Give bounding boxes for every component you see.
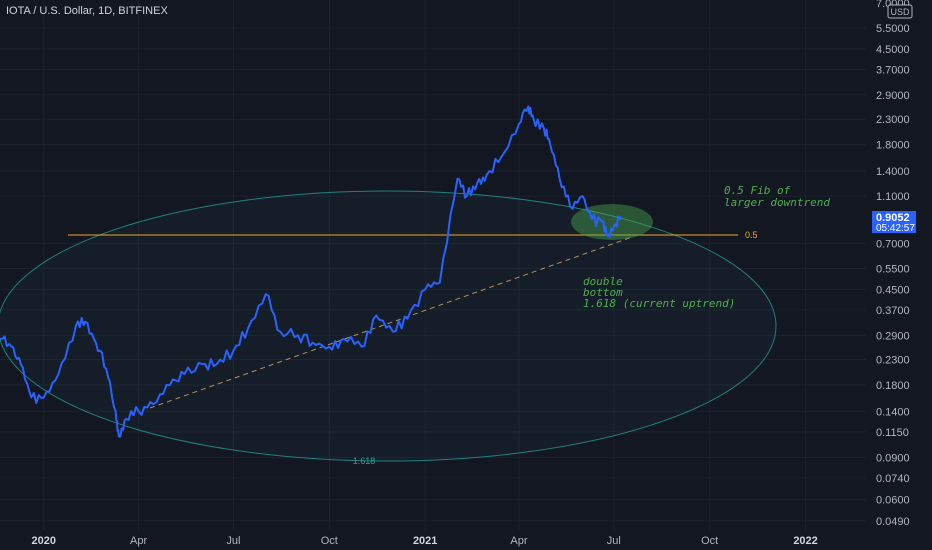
price-tick-label: 3.7000 <box>876 64 910 76</box>
price-tick-label: 0.0900 <box>876 452 910 464</box>
currency-badge-box <box>887 4 913 19</box>
currency-badge: USD <box>890 7 910 17</box>
price-tick-label: 0.2300 <box>876 354 910 366</box>
grid <box>0 0 866 530</box>
time-tick-label: Oct <box>701 535 718 547</box>
time-tick-label: Oct <box>321 535 338 547</box>
price-tick-label: 0.2900 <box>876 330 910 342</box>
uptrend-dashed-line[interactable] <box>149 236 633 409</box>
time-tick-label: 2022 <box>793 535 817 547</box>
price-tick-label: 4.5000 <box>876 44 910 56</box>
price-tick-label: 0.0600 <box>876 495 910 507</box>
time-tick-label: Apr <box>130 535 147 547</box>
time-tick-label: 2021 <box>413 535 437 547</box>
fib-note-line1: 0.5 Fib of <box>724 184 791 197</box>
last-price: 0.9052 <box>876 212 910 224</box>
price-tick-label: 5.5000 <box>876 23 910 35</box>
time-tick-label: Jul <box>226 535 240 547</box>
price-tick-label: 0.0740 <box>876 473 910 485</box>
double-bottom-line3: 1.618 (current uptrend) <box>583 297 735 310</box>
price-tick-label: 0.0490 <box>876 516 910 528</box>
time-tick-label: 2020 <box>32 535 56 547</box>
time-axis[interactable]: 2020 Apr Jul Oct 2021 Apr Jul Oct 2022 <box>32 535 818 547</box>
price-tick-label: 0.3700 <box>876 305 910 317</box>
price-countdown: 05:42:57 <box>876 223 915 234</box>
time-tick-label: Jul <box>607 535 621 547</box>
price-tick-label: 2.3000 <box>876 114 910 126</box>
price-tick-label: 0.4500 <box>876 284 910 296</box>
price-tick-label: 0.5500 <box>876 263 910 275</box>
chart-title: IOTA / U.S. Dollar, 1D, BITFINEX <box>6 5 168 17</box>
price-tick-label: 0.7000 <box>876 238 910 250</box>
price-tick-label: 1.4000 <box>876 166 910 178</box>
ellipse-label: 1.618 <box>353 456 376 466</box>
double-bottom-line2: bottom <box>583 286 623 299</box>
price-tick-label: 0.1400 <box>876 406 910 418</box>
price-tick-label: 0.1150 <box>876 427 909 439</box>
price-tick-label: 2.9000 <box>876 90 910 102</box>
double-bottom-line1: double <box>583 275 623 288</box>
price-tick-label: 0.1800 <box>876 380 910 392</box>
price-tick-label: 1.1000 <box>876 191 910 203</box>
fib-note-line2: larger downtrend <box>724 196 830 209</box>
last-price-badge[interactable] <box>872 211 916 233</box>
price-line[interactable] <box>0 105 622 438</box>
fib-level-label: 0.5 <box>745 230 758 240</box>
time-tick-label: Apr <box>510 535 527 547</box>
price-axis[interactable]: 5.5000 4.5000 3.7000 2.9000 2.3000 1.8000 1.40… <box>876 23 910 528</box>
price-tick-label: 1.8000 <box>876 140 910 152</box>
highlight-ellipse[interactable] <box>571 204 653 240</box>
